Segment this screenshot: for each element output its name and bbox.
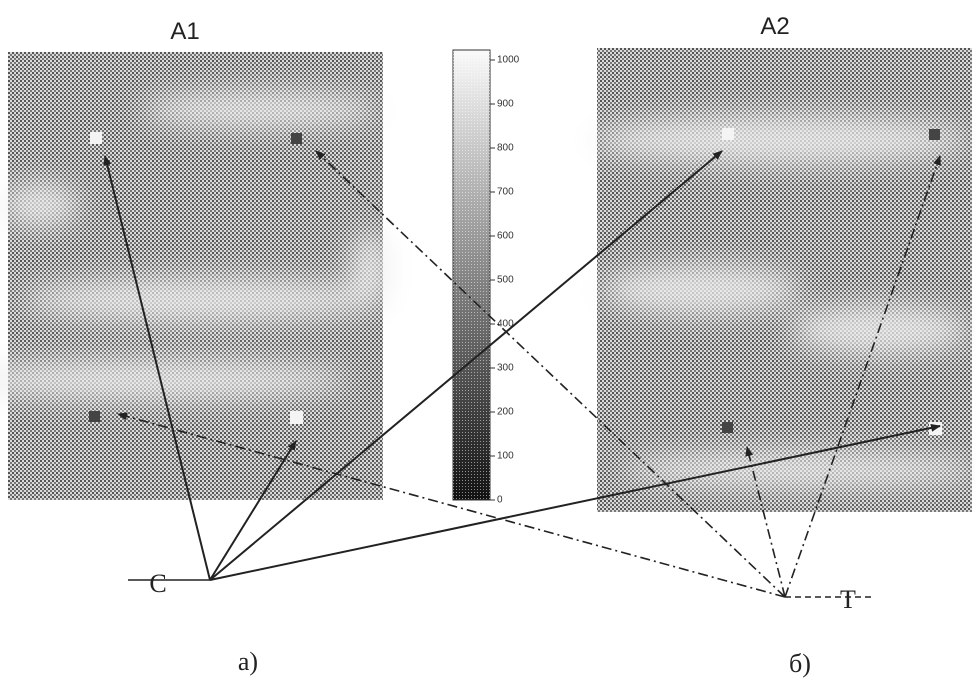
page: 01002003004005006007008009001000 A1 A2 C… <box>0 0 975 686</box>
tick-label: 900 <box>497 99 514 110</box>
panel-label: A2 <box>760 13 789 40</box>
tick-label: 1000 <box>497 55 520 66</box>
tick-label: 0 <box>497 495 503 506</box>
tick-label: 600 <box>497 231 514 242</box>
tick-label: 700 <box>497 187 514 198</box>
panel-label: A1 <box>170 18 199 45</box>
caption: б) <box>789 649 811 678</box>
tick-label: 300 <box>497 363 514 374</box>
tick-label: 500 <box>497 275 514 286</box>
image-a2 <box>590 48 975 512</box>
origin-label: T <box>840 585 856 614</box>
caption: а) <box>238 647 258 676</box>
figure: 01002003004005006007008009001000 A1 A2 C… <box>0 0 975 686</box>
tick-label: 800 <box>497 143 514 154</box>
image-a1 <box>0 52 390 500</box>
origin-label: C <box>149 569 166 598</box>
tick-label: 100 <box>497 451 514 462</box>
tick-label: 200 <box>497 407 514 418</box>
colorbar <box>453 50 490 500</box>
